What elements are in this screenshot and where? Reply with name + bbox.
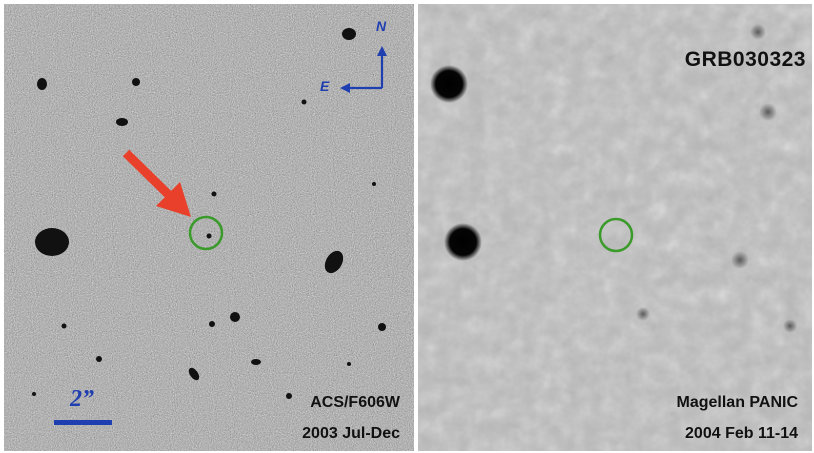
red-arrow-icon bbox=[122, 149, 191, 217]
hst-noise-field bbox=[4, 4, 414, 451]
magellan-noise-field bbox=[418, 4, 812, 451]
compass-east-label: E bbox=[320, 78, 330, 94]
hst-acs-image-panel: N E 2” ACS/F606W 2003 Jul-Dec bbox=[4, 4, 414, 451]
grb-title: GRB030323 bbox=[684, 48, 806, 71]
magellan-panic-image-panel: GRB030323 Magellan PANIC 2004 Feb 11-14 bbox=[418, 4, 812, 451]
scale-bar-icon bbox=[54, 420, 112, 425]
instrument-label: ACS/F606W bbox=[310, 394, 400, 411]
hst-sources bbox=[32, 28, 386, 399]
grb-position-circle-icon bbox=[598, 217, 634, 253]
compass-north-label: N bbox=[376, 18, 387, 34]
observation-date-label: 2004 Feb 11-14 bbox=[685, 425, 798, 442]
magellan-sources bbox=[430, 24, 797, 333]
scale-bar-label: 2” bbox=[70, 386, 94, 412]
observation-date-label: 2003 Jul-Dec bbox=[302, 425, 400, 442]
compass-icon bbox=[340, 46, 387, 93]
grb-host-circle-icon bbox=[188, 215, 224, 251]
instrument-label: Magellan PANIC bbox=[676, 394, 799, 411]
